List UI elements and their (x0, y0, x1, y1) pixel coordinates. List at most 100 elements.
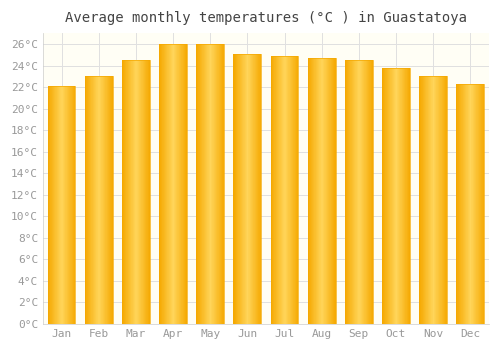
Bar (434, 76, 435, 324)
Bar (323, 58, 324, 324)
Bar (365, 60, 366, 324)
Bar (173, 44, 174, 324)
Bar (208, 44, 209, 324)
Bar (176, 44, 177, 324)
Bar (385, 68, 386, 324)
Bar (384, 68, 385, 324)
Bar (308, 58, 309, 324)
Bar (471, 84, 472, 324)
Bar (207, 44, 208, 324)
Bar (424, 76, 425, 324)
Bar (249, 54, 250, 324)
Bar (171, 44, 172, 324)
Bar (238, 54, 239, 324)
Bar (260, 54, 262, 324)
Bar (308, 58, 336, 324)
Bar (237, 54, 238, 324)
Bar (419, 76, 420, 324)
Bar (271, 56, 272, 324)
Bar (159, 44, 187, 324)
Bar (235, 54, 236, 324)
Bar (137, 60, 138, 324)
Bar (110, 76, 111, 324)
Bar (345, 60, 373, 324)
Bar (395, 68, 396, 324)
Bar (425, 76, 426, 324)
Bar (200, 44, 202, 324)
Bar (102, 76, 103, 324)
Bar (62, 86, 63, 324)
Bar (279, 56, 280, 324)
Bar (420, 76, 421, 324)
Bar (93, 76, 94, 324)
Bar (206, 44, 207, 324)
Bar (63, 86, 64, 324)
Bar (247, 54, 248, 324)
Bar (161, 44, 162, 324)
Bar (259, 54, 260, 324)
Bar (368, 60, 369, 324)
Bar (433, 76, 434, 324)
Bar (160, 44, 161, 324)
Bar (94, 76, 95, 324)
Bar (108, 76, 110, 324)
Bar (397, 68, 398, 324)
Bar (165, 44, 166, 324)
Bar (218, 44, 219, 324)
Bar (90, 76, 91, 324)
Bar (351, 60, 352, 324)
Bar (446, 76, 447, 324)
Bar (386, 68, 387, 324)
Bar (57, 86, 58, 324)
Bar (372, 60, 373, 324)
Bar (464, 84, 466, 324)
Bar (282, 56, 283, 324)
Bar (371, 60, 372, 324)
Bar (295, 56, 296, 324)
Bar (440, 76, 441, 324)
Bar (254, 54, 255, 324)
Bar (178, 44, 179, 324)
Bar (296, 56, 297, 324)
Bar (467, 84, 468, 324)
Bar (205, 44, 206, 324)
Bar (145, 60, 146, 324)
Bar (234, 54, 235, 324)
Bar (443, 76, 444, 324)
Bar (144, 60, 145, 324)
Bar (89, 76, 90, 324)
Bar (313, 58, 314, 324)
Bar (122, 60, 123, 324)
Bar (421, 76, 422, 324)
Bar (276, 56, 278, 324)
Bar (289, 56, 290, 324)
Bar (179, 44, 180, 324)
Bar (325, 58, 326, 324)
Bar (217, 44, 218, 324)
Bar (198, 44, 199, 324)
Bar (111, 76, 112, 324)
Bar (174, 44, 176, 324)
Bar (70, 86, 71, 324)
Bar (221, 44, 222, 324)
Bar (393, 68, 394, 324)
Bar (293, 56, 294, 324)
Bar (159, 44, 160, 324)
Bar (210, 44, 212, 324)
Bar (168, 44, 169, 324)
Bar (140, 60, 141, 324)
Bar (213, 44, 214, 324)
Bar (272, 56, 273, 324)
Bar (129, 60, 130, 324)
Bar (87, 76, 88, 324)
Bar (214, 44, 215, 324)
Bar (333, 58, 334, 324)
Bar (396, 68, 397, 324)
Bar (469, 84, 470, 324)
Bar (327, 58, 328, 324)
Bar (100, 76, 101, 324)
Bar (98, 76, 100, 324)
Bar (408, 68, 409, 324)
Bar (364, 60, 365, 324)
Bar (314, 58, 315, 324)
